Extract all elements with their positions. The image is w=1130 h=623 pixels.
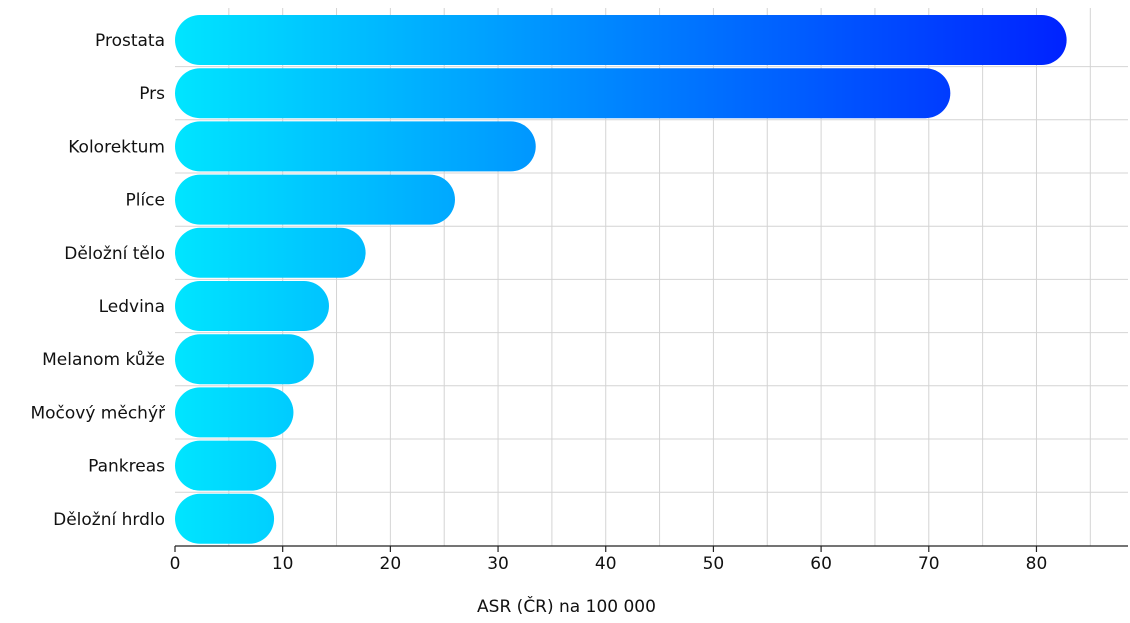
category-label: Pankreas [88, 457, 165, 477]
tick-layer: 0 10 20 30 40 50 60 70 80 [170, 546, 1048, 574]
x-tick-label: 10 [272, 554, 294, 574]
bar [175, 387, 294, 438]
bar [175, 334, 314, 385]
category-label: Prostata [95, 31, 165, 51]
bar [175, 174, 455, 225]
x-tick-label: 60 [810, 554, 832, 574]
bar [175, 227, 366, 278]
category-label: Děložní tělo [64, 244, 165, 264]
x-tick-label: 50 [703, 554, 725, 574]
x-tick-label: 20 [380, 554, 402, 574]
bar [175, 493, 275, 544]
x-tick-label: 80 [1026, 554, 1048, 574]
category-label: Děložní hrdlo [53, 510, 165, 530]
x-tick-label: 70 [918, 554, 940, 574]
category-label: Plíce [125, 191, 165, 211]
category-label: Ledvina [99, 297, 165, 317]
bar-layer [175, 15, 1067, 544]
bar [175, 440, 277, 491]
bar [175, 15, 1067, 65]
category-label: Melanom kůže [42, 350, 165, 370]
bar [175, 68, 951, 119]
category-label: Močový měchýř [30, 403, 166, 423]
label-layer: Prostata Prs Kolorektum Plíce Děložní tělo Le… [30, 31, 166, 530]
category-label: Prs [139, 84, 165, 104]
bar [175, 121, 536, 172]
category-label: Kolorektum [68, 137, 165, 157]
x-tick-label: 30 [487, 554, 509, 574]
x-axis-title: ASR (ČR) na 100 000 [477, 595, 656, 617]
bar [175, 281, 329, 331]
x-tick-label: 0 [170, 554, 181, 574]
x-tick-label: 40 [595, 554, 617, 574]
